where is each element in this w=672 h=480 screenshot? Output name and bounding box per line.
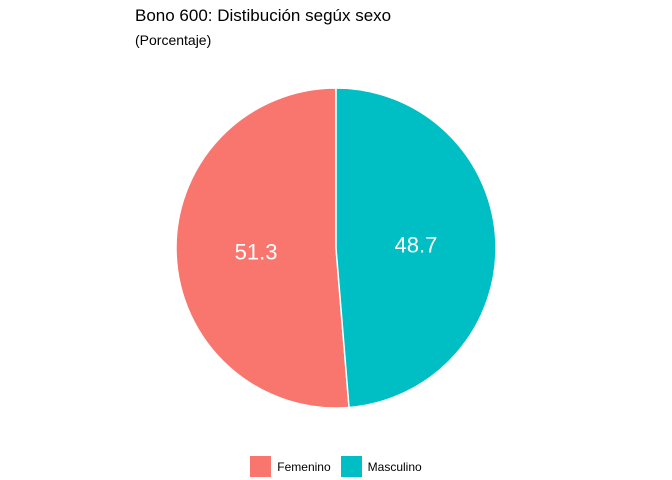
data-label-masculino: 48.7 [395, 233, 438, 258]
pie-slice-masculino [335, 87, 497, 409]
legend-label-masculino: Masculino [367, 459, 422, 474]
pie-slice-femenino [175, 87, 350, 409]
chart-title: Bono 600: Distibución segúx sexo [135, 6, 392, 25]
legend-swatch-masculino [340, 456, 362, 477]
legend-label-femenino: Femenino [277, 459, 331, 474]
data-label-femenino: 51.3 [235, 239, 278, 264]
legend-item-masculino: Masculino [340, 456, 422, 477]
legend: Femenino Masculino [0, 456, 672, 477]
legend-item-femenino: Femenino [250, 456, 331, 477]
chart-subtitle: (Porcentaje) [135, 32, 212, 48]
legend-swatch-femenino [250, 456, 272, 477]
